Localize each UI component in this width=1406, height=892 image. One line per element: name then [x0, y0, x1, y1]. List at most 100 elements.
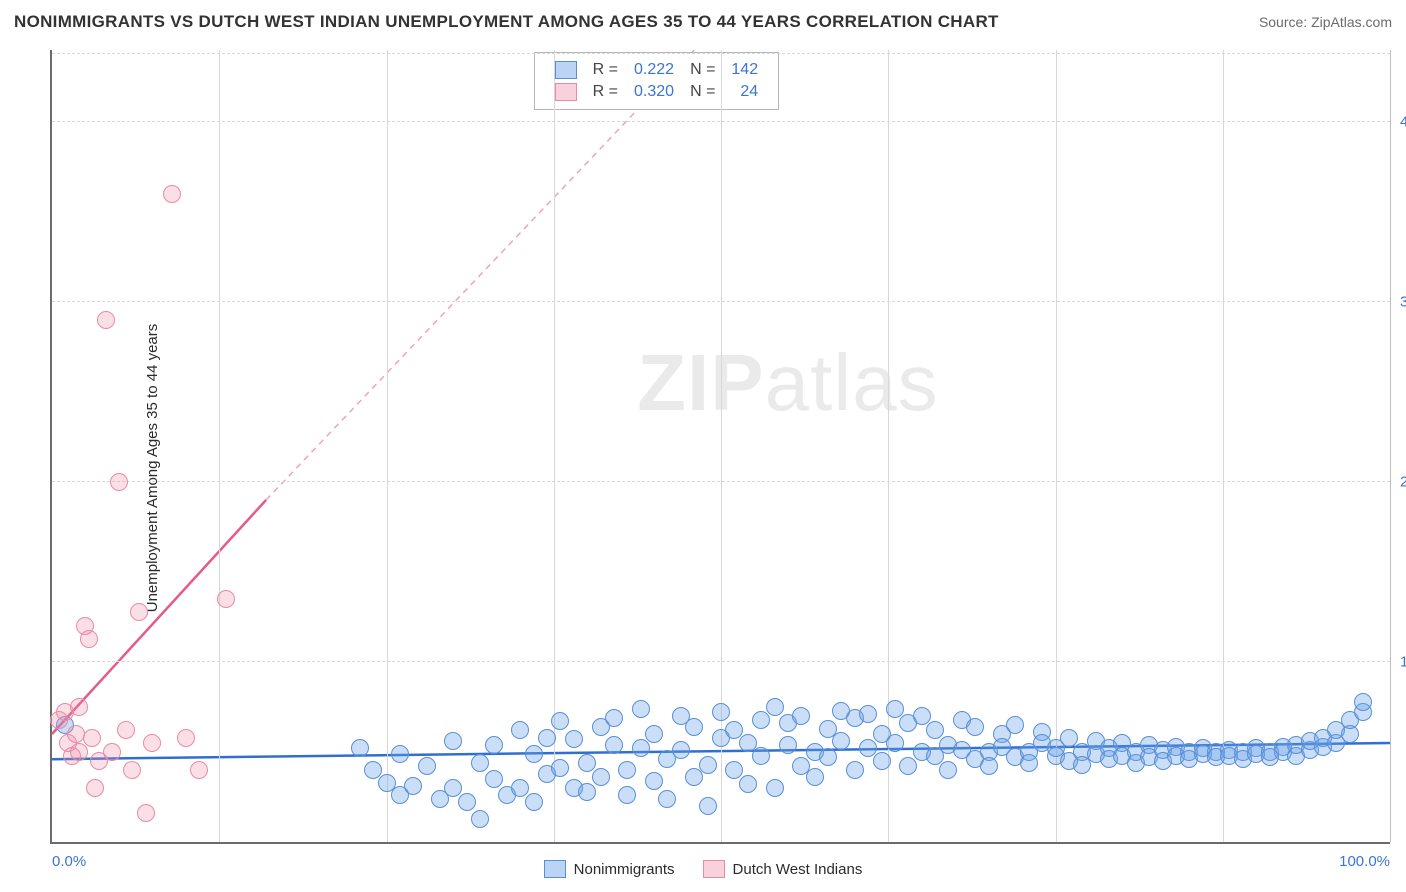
data-point — [70, 698, 88, 716]
data-point — [511, 779, 529, 797]
data-point — [605, 736, 623, 754]
data-point — [886, 700, 904, 718]
data-point — [699, 797, 717, 815]
data-point — [899, 757, 917, 775]
data-point — [525, 793, 543, 811]
y-tick-label: 10.0% — [1400, 654, 1406, 671]
gridline-v — [387, 50, 388, 842]
data-point — [511, 721, 529, 739]
y-tick-label: 40.0% — [1400, 114, 1406, 131]
data-point — [190, 761, 208, 779]
legend-n-label: N = — [682, 81, 723, 103]
data-point — [618, 786, 636, 804]
source-link[interactable]: ZipAtlas.com — [1311, 14, 1392, 30]
chart-area: Unemployment Among Ages 35 to 44 years Z… — [0, 44, 1406, 892]
legend-label: Dutch West Indians — [733, 861, 863, 878]
data-point — [832, 732, 850, 750]
data-point — [966, 718, 984, 736]
legend-swatch — [544, 860, 566, 878]
legend-r-value: 0.320 — [626, 81, 682, 103]
data-point — [471, 810, 489, 828]
data-point — [551, 712, 569, 730]
title-bar: NONIMMIGRANTS VS DUTCH WEST INDIAN UNEMP… — [0, 0, 1406, 44]
legend-label: Nonimmigrants — [574, 861, 675, 878]
data-point — [444, 732, 462, 750]
y-tick-label: 30.0% — [1400, 294, 1406, 311]
y-tick-label: 20.0% — [1400, 474, 1406, 491]
gridline-v — [721, 50, 722, 842]
legend-n-label: N = — [682, 59, 723, 81]
data-point — [792, 707, 810, 725]
legend-swatch — [703, 860, 725, 878]
data-point — [163, 185, 181, 203]
data-point — [819, 748, 837, 766]
data-point — [67, 725, 85, 743]
data-point — [485, 736, 503, 754]
data-point — [444, 779, 462, 797]
data-point — [458, 793, 476, 811]
legend-item: Nonimmigrants — [544, 860, 675, 878]
data-point — [685, 718, 703, 736]
data-point — [177, 729, 195, 747]
data-point — [766, 779, 784, 797]
data-point — [632, 739, 650, 757]
data-point — [658, 790, 676, 808]
gridline-v — [1390, 50, 1391, 842]
legend-r-label: R = — [585, 81, 626, 103]
data-point — [97, 311, 115, 329]
data-point — [1020, 754, 1038, 772]
data-point — [779, 736, 797, 754]
legend-swatch — [555, 83, 577, 101]
data-point — [123, 761, 141, 779]
data-point — [538, 729, 556, 747]
correlation-legend: R =0.222N =142R =0.320N =24 — [534, 52, 779, 110]
data-point — [766, 698, 784, 716]
series-legend: Nonimmigrants Dutch West Indians — [0, 860, 1406, 882]
data-point — [873, 752, 891, 770]
data-point — [752, 747, 770, 765]
gridline-v — [1223, 50, 1224, 842]
legend-r-value: 0.222 — [626, 59, 682, 81]
data-point — [351, 739, 369, 757]
trend-line — [266, 50, 694, 500]
legend-swatch — [555, 61, 577, 79]
data-point — [1060, 729, 1078, 747]
data-point — [806, 768, 824, 786]
data-point — [926, 721, 944, 739]
plot-region: ZIPatlas R =0.222N =142R =0.320N =24 10.… — [50, 50, 1390, 844]
data-point — [418, 757, 436, 775]
data-point — [939, 761, 957, 779]
data-point — [86, 779, 104, 797]
data-point — [70, 743, 88, 761]
data-point — [699, 756, 717, 774]
data-point — [80, 630, 98, 648]
data-point — [117, 721, 135, 739]
data-point — [217, 590, 235, 608]
data-point — [551, 759, 569, 777]
gridline-v — [219, 50, 220, 842]
data-point — [83, 729, 101, 747]
data-point — [110, 473, 128, 491]
data-point — [137, 804, 155, 822]
data-point — [605, 709, 623, 727]
data-point — [130, 603, 148, 621]
data-point — [1354, 693, 1372, 711]
data-point — [103, 743, 121, 761]
data-point — [471, 754, 489, 772]
gridline-v — [888, 50, 889, 842]
data-point — [712, 703, 730, 721]
data-point — [886, 734, 904, 752]
data-point — [592, 768, 610, 786]
data-point — [632, 700, 650, 718]
data-point — [672, 741, 690, 759]
chart-title: NONIMMIGRANTS VS DUTCH WEST INDIAN UNEMP… — [14, 12, 999, 32]
data-point — [645, 725, 663, 743]
data-point — [859, 705, 877, 723]
data-point — [525, 745, 543, 763]
data-point — [404, 777, 422, 795]
data-point — [725, 761, 743, 779]
data-point — [578, 783, 596, 801]
data-point — [913, 707, 931, 725]
data-point — [1006, 716, 1024, 734]
legend-n-value: 24 — [723, 81, 766, 103]
